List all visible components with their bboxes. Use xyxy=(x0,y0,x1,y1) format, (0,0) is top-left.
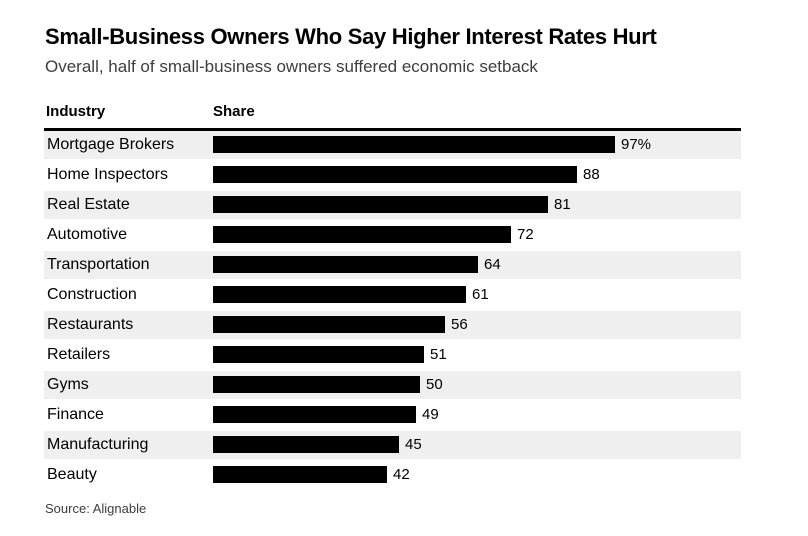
bar-track: 49 xyxy=(213,401,741,429)
table-row: Finance 49 xyxy=(44,401,741,431)
chart-subtitle: Overall, half of small-business owners s… xyxy=(45,57,538,76)
table-row: Mortgage Brokers 97% xyxy=(44,131,741,161)
table-row: Gyms 50 xyxy=(44,371,741,401)
industry-label: Beauty xyxy=(47,466,97,483)
column-header-industry: Industry xyxy=(46,103,106,120)
bar-track: 56 xyxy=(213,311,741,339)
chart-title: Small-Business Owners Who Say Higher Int… xyxy=(45,24,657,49)
value-label: 45 xyxy=(405,436,422,453)
table-row: Home Inspectors 88 xyxy=(44,161,741,191)
value-bar xyxy=(213,196,548,213)
bar-track: 51 xyxy=(213,341,741,369)
bar-track: 45 xyxy=(213,431,741,459)
industry-label: Mortgage Brokers xyxy=(47,136,175,153)
value-bar xyxy=(213,166,577,183)
value-bar xyxy=(213,226,511,243)
value-label: 50 xyxy=(426,376,443,393)
industry-label: Real Estate xyxy=(47,196,130,213)
bar-track: 50 xyxy=(213,371,741,399)
industry-label: Finance xyxy=(47,406,104,423)
table-row: Restaurants 56 xyxy=(44,311,741,341)
source-note: Source: Alignable xyxy=(45,501,147,516)
bar-chart-rows: Mortgage Brokers 97% Home Inspectors 88 Real… xyxy=(44,131,741,491)
table-row: Transportation 64 xyxy=(44,251,741,281)
value-bar xyxy=(213,286,466,303)
value-bar xyxy=(213,376,420,393)
value-label: 49 xyxy=(422,406,439,423)
value-label: 81 xyxy=(554,196,571,213)
industry-label: Home Inspectors xyxy=(47,166,168,183)
value-bar xyxy=(213,316,445,333)
header-divider-rule xyxy=(44,128,741,131)
column-headers: Industry Share xyxy=(44,103,741,123)
value-bar xyxy=(213,256,478,273)
industry-label: Gyms xyxy=(47,376,89,393)
value-bar xyxy=(213,436,399,453)
table-row: Real Estate 81 xyxy=(44,191,741,221)
value-label: 56 xyxy=(451,316,468,333)
value-bar xyxy=(213,406,416,423)
value-label: 64 xyxy=(484,256,501,273)
bar-track: 97% xyxy=(213,131,741,159)
industry-label: Retailers xyxy=(47,346,111,363)
industry-label: Transportation xyxy=(47,256,150,273)
bar-track: 64 xyxy=(213,251,741,279)
value-bar xyxy=(213,136,615,153)
table-row: Automotive 72 xyxy=(44,221,741,251)
industry-label: Restaurants xyxy=(47,316,134,333)
table-row: Manufacturing 45 xyxy=(44,431,741,461)
industry-label: Manufacturing xyxy=(47,436,149,453)
table-row: Retailers 51 xyxy=(44,341,741,371)
value-bar xyxy=(213,346,424,363)
value-label: 61 xyxy=(472,286,489,303)
bar-track: 61 xyxy=(213,281,741,309)
value-label: 97% xyxy=(621,136,652,153)
bar-track: 88 xyxy=(213,161,741,189)
industry-label: Automotive xyxy=(47,226,128,243)
value-label: 42 xyxy=(393,466,410,483)
bar-track: 42 xyxy=(213,461,741,489)
value-label: 51 xyxy=(430,346,447,363)
value-label: 72 xyxy=(517,226,534,243)
column-header-share: Share xyxy=(213,103,255,120)
table-row: Construction 61 xyxy=(44,281,741,311)
industry-label: Construction xyxy=(47,286,137,303)
bar-track: 72 xyxy=(213,221,741,249)
value-bar xyxy=(213,466,387,483)
table-row: Beauty 42 xyxy=(44,461,741,491)
bar-track: 81 xyxy=(213,191,741,219)
value-label: 88 xyxy=(583,166,600,183)
